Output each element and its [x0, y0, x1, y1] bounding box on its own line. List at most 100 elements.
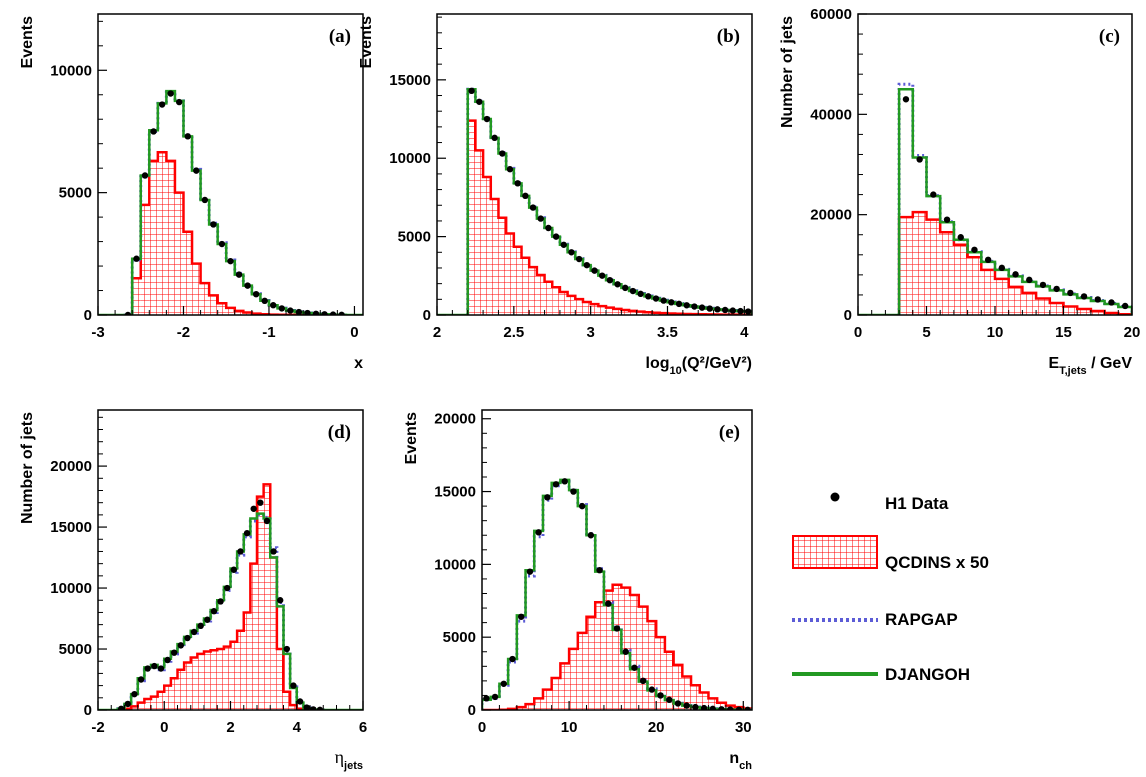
x-tick-label: -1	[262, 324, 275, 341]
data-point	[998, 264, 1006, 272]
data-point	[329, 311, 337, 315]
x-axis-title-main: log	[646, 355, 670, 372]
qcdins-bar	[586, 616, 596, 710]
data-point	[141, 172, 149, 179]
x-tick-label: 3.5	[657, 324, 678, 341]
legend-rapgap-label: RAPGAP	[885, 610, 958, 629]
qcdins-bar	[575, 299, 583, 315]
x-axis-title-sub: 10	[670, 365, 682, 377]
data-point	[674, 700, 682, 707]
x-tick-label: 2	[433, 324, 441, 341]
data-point	[151, 662, 158, 670]
data-point	[560, 241, 567, 248]
data-point	[468, 87, 475, 95]
y-tick-label: 5000	[398, 229, 431, 246]
y-tick-label: 5000	[59, 641, 92, 658]
data-point	[244, 282, 251, 289]
x-tick-label: 2.5	[503, 324, 524, 341]
qcdins-bar	[603, 590, 613, 710]
y-axis-title: Events	[358, 16, 375, 69]
qcdins-bar	[263, 484, 271, 710]
data-point	[338, 311, 345, 315]
x-axis-title: ηjets	[335, 747, 363, 772]
data-point	[570, 488, 577, 495]
data-point	[1012, 271, 1019, 278]
qcdins-bar	[590, 304, 599, 315]
qcdins-bar	[1022, 292, 1037, 315]
qcdins-bar	[174, 192, 184, 315]
x-axis-title-main: η	[335, 747, 344, 767]
plot-frame	[481, 409, 753, 711]
data-point	[263, 517, 271, 525]
y-tick-label: 0	[423, 307, 431, 324]
qcdins-bar	[516, 707, 526, 710]
data-point	[506, 166, 514, 173]
data-point	[943, 216, 951, 223]
panel-tag: (e)	[719, 422, 740, 443]
x-tick-label: 0	[854, 324, 862, 341]
qcdins-outline	[117, 483, 324, 710]
qcdins-bar	[234, 310, 244, 315]
data-point	[227, 257, 234, 265]
qcdins-bar	[636, 311, 645, 315]
qcdins-bar	[629, 310, 637, 315]
x-tick-label: 0	[478, 719, 486, 736]
data-point	[683, 302, 690, 309]
qcdins-bar	[567, 295, 576, 315]
qcdins-bar	[1049, 302, 1064, 315]
qcdins-bar	[166, 160, 175, 315]
qcdins-bar	[226, 307, 235, 315]
data-point	[591, 267, 598, 274]
x-tick-label: 0	[160, 719, 168, 736]
qcdins-bar	[467, 120, 476, 315]
y-tick-label: 0	[84, 307, 92, 324]
data-point	[727, 706, 734, 710]
data-point	[637, 290, 644, 298]
data-point	[957, 234, 964, 241]
data-point	[310, 706, 317, 710]
qcdins-bar	[981, 269, 995, 315]
data-point	[517, 613, 525, 620]
qcdins-bar	[131, 706, 138, 710]
data-point	[167, 90, 174, 97]
data-point	[150, 128, 157, 135]
data-point	[552, 481, 560, 488]
data-point	[193, 167, 200, 174]
data-point	[729, 307, 736, 314]
x-tick-label: -2	[91, 719, 104, 736]
data-point	[629, 287, 637, 295]
data-point	[1067, 289, 1074, 297]
qcdins-bar	[521, 257, 530, 315]
data-point	[652, 295, 660, 302]
y-tick-label: 10000	[50, 62, 92, 79]
data-point	[237, 548, 244, 555]
legend-qcdins-label: QCDINS x 50	[885, 553, 989, 572]
qcdins-bar	[177, 669, 185, 710]
data-point	[124, 700, 132, 708]
qcdins-bar	[577, 632, 587, 710]
qcdins-bar	[513, 246, 522, 315]
data-point	[303, 704, 310, 710]
data-point	[509, 655, 516, 663]
y-tick-label: 10000	[389, 150, 431, 167]
data-point	[235, 271, 243, 278]
y-tick-label: 5000	[59, 185, 92, 202]
data-point	[691, 303, 698, 310]
qcdins-bar	[595, 602, 604, 710]
data-point	[666, 696, 673, 704]
qcdins-bar	[525, 704, 535, 710]
x-axis-title: ET,jets / GeV	[1048, 355, 1132, 377]
qcdins-bar	[170, 678, 178, 710]
data-point	[278, 305, 285, 312]
data-point	[575, 255, 583, 263]
qcdins-bar	[542, 689, 552, 710]
data-point	[131, 690, 138, 698]
data-point	[499, 150, 506, 157]
qcdins-bar	[217, 649, 224, 710]
panel-tag: (d)	[328, 422, 351, 443]
qcdins-bar	[1008, 286, 1023, 315]
qcdins-bar	[144, 699, 151, 710]
legend-data-marker	[830, 492, 840, 502]
